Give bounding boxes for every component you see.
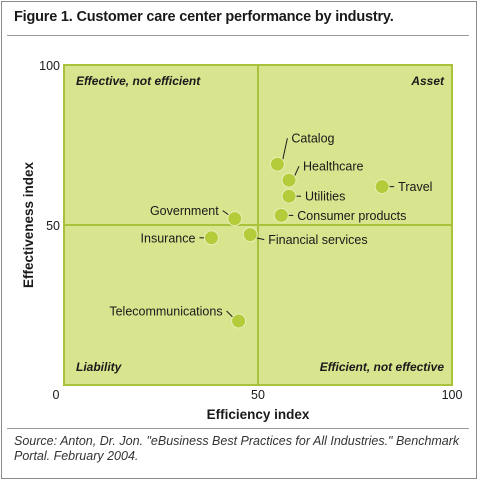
point-group-utilities: Utilities	[281, 188, 345, 204]
point-group-government: Government	[150, 204, 243, 227]
point-label-consumer-products: Consumer products	[297, 209, 406, 223]
quadrant-label-bottom-right: Efficient, not effective	[320, 360, 445, 374]
title-divider	[7, 35, 469, 36]
point-group-catalog: Catalog	[269, 132, 335, 172]
data-point-financial-services	[242, 227, 258, 243]
figure-title: Figure 1. Customer care center performan…	[14, 9, 394, 25]
point-label-financial-services: Financial services	[268, 233, 367, 247]
point-label-travel: Travel	[398, 180, 432, 194]
point-group-financial-services: Financial services	[242, 227, 368, 247]
source-note: Source: Anton, Dr. Jon. "eBusiness Best …	[14, 434, 460, 463]
point-group-healthcare: Healthcare	[281, 160, 364, 188]
data-point-consumer-products	[273, 207, 289, 223]
data-point-catalog	[269, 156, 285, 172]
y-tick-label-100: 100	[39, 59, 60, 73]
x-tick-label-100: 100	[442, 388, 463, 402]
leader-line-healthcare	[293, 165, 300, 178]
source-divider	[7, 428, 469, 429]
x-tick-label-50: 50	[251, 388, 265, 402]
point-label-healthcare: Healthcare	[303, 160, 363, 174]
x-axis-label: Efficiency index	[207, 407, 310, 422]
data-point-travel	[374, 179, 390, 195]
y-axis-label: Effectiveness index	[21, 161, 36, 288]
quadrant-label-top-right: Asset	[410, 74, 445, 88]
point-group-consumer-products: Consumer products	[273, 207, 406, 223]
point-group-insurance: Insurance	[141, 230, 219, 246]
data-point-telecommunications	[231, 313, 247, 329]
quadrant-label-bottom-left: Liability	[76, 360, 123, 374]
y-tick-label-50: 50	[46, 219, 60, 233]
data-points: Catalog Healthcare Utilities Travel Consumer…	[109, 132, 432, 329]
point-label-telecommunications: Telecommunications	[109, 305, 222, 319]
point-group-travel: Travel	[374, 179, 432, 195]
point-label-government: Government	[150, 204, 219, 218]
data-point-government	[227, 211, 243, 227]
point-label-insurance: Insurance	[141, 231, 196, 245]
point-label-catalog: Catalog	[291, 132, 334, 146]
point-label-utilities: Utilities	[305, 190, 345, 204]
data-point-insurance	[203, 230, 219, 246]
quadrant-label-top-left: Effective, not efficient	[76, 74, 201, 88]
leader-line-catalog	[281, 138, 288, 162]
data-point-healthcare	[281, 172, 297, 188]
data-point-utilities	[281, 188, 297, 204]
point-group-telecommunications: Telecommunications	[109, 305, 247, 329]
x-tick-label-0: 0	[53, 388, 60, 402]
